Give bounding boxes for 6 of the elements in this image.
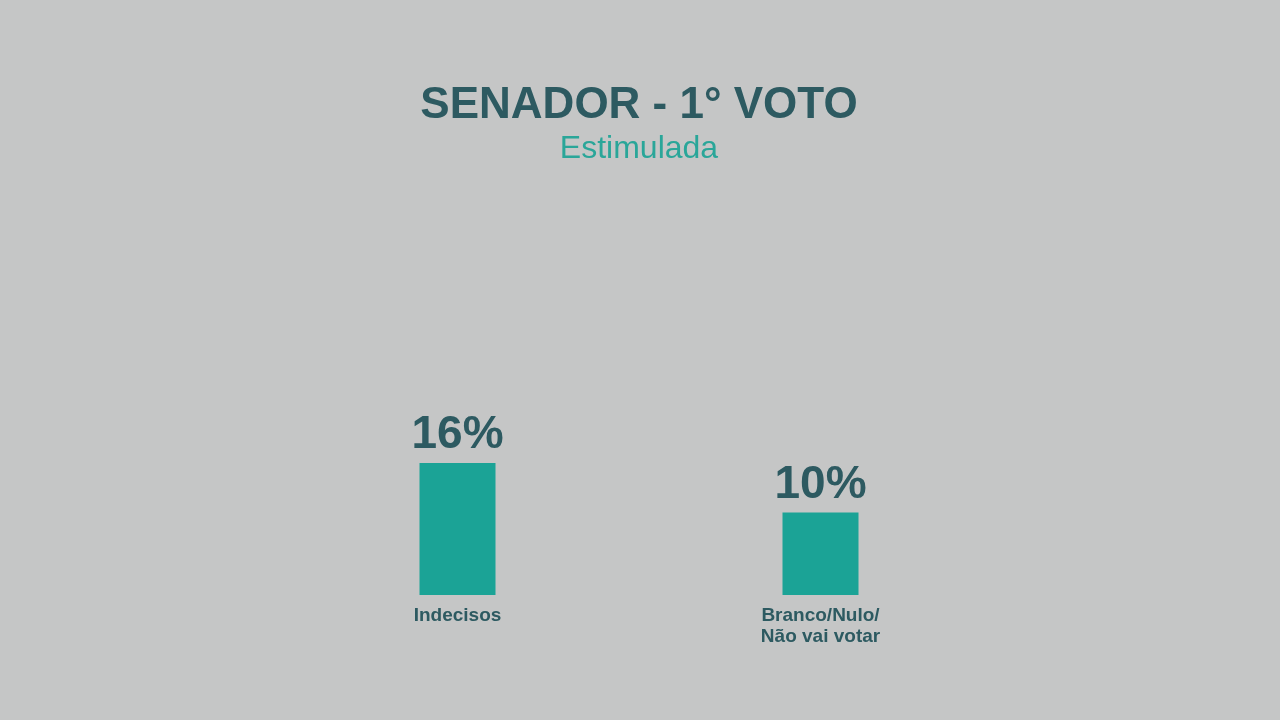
chart-title: SENADOR - 1° VOTO [420,78,858,127]
x-tick-label: Branco/Nulo/ Não vai votar [760,603,881,646]
data-label: 16% [411,406,504,458]
x-tick-label: Indecisos [413,603,502,625]
data-label: 10% [774,455,867,508]
chart-subtitle: Estimulada [559,129,719,165]
